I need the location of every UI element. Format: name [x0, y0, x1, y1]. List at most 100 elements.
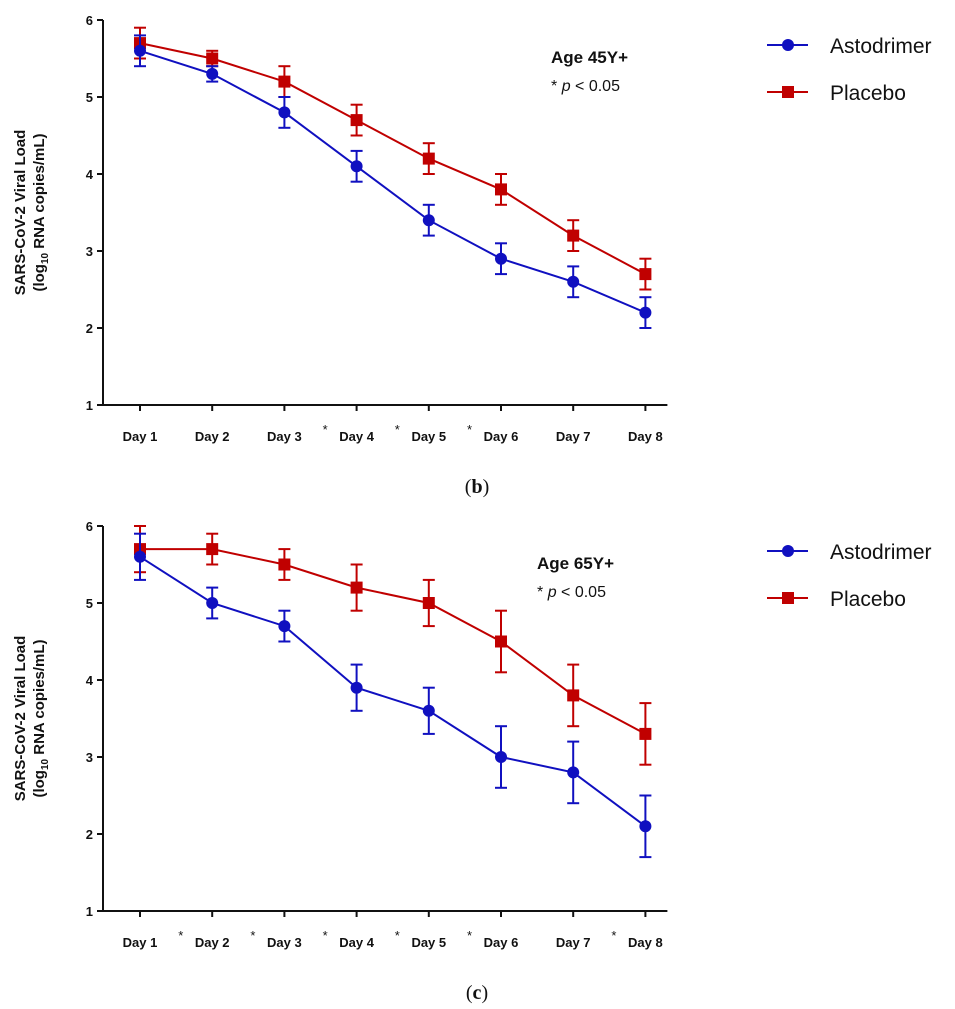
x-tick-label: Day 5	[411, 935, 446, 950]
significance-star: *	[611, 928, 616, 943]
x-tick-label: Day 2	[195, 935, 230, 950]
data-point	[350, 681, 363, 694]
x-tick-label: Day 3	[267, 429, 302, 444]
y-tick-label: 3	[86, 750, 93, 765]
data-point	[278, 558, 291, 571]
y-tick-label: 3	[86, 244, 93, 259]
significance-star: *	[395, 422, 400, 437]
legend-marker	[782, 86, 794, 98]
legend-item-astodrimer: Astodrimer	[767, 35, 932, 58]
data-point	[567, 766, 580, 779]
legend-marker	[782, 39, 794, 51]
y-axis-label: SARS-CoV-2 Viral Load	[12, 130, 29, 296]
legend-label: Astodrimer	[830, 35, 932, 58]
y-tick-label: 2	[86, 321, 93, 336]
data-point	[639, 820, 652, 833]
data-point	[134, 44, 146, 57]
significance-star: *	[178, 928, 183, 943]
annotation-title: Age 45Y+	[551, 48, 628, 67]
legend-label: Astodrimer	[830, 541, 932, 564]
series-astodrimer	[134, 532, 652, 859]
data-point	[495, 183, 507, 196]
series-astodrimer	[134, 34, 652, 329]
data-point	[422, 152, 435, 165]
annotation-title: Age 65Y+	[537, 554, 614, 573]
annotation-pvalue: * p < 0.05	[537, 584, 606, 601]
data-point	[422, 214, 435, 227]
data-point	[350, 160, 363, 173]
legend-marker	[782, 545, 794, 557]
x-tick-label: Day 5	[411, 429, 446, 444]
series-placebo	[134, 525, 652, 766]
y-label-subscript: 10	[40, 252, 51, 264]
data-point	[350, 114, 363, 127]
data-point	[350, 581, 363, 594]
x-tick-label: Day 3	[267, 935, 302, 950]
x-tick-label: Day 2	[195, 429, 230, 444]
caption-paren: )	[481, 982, 488, 1004]
y-label-part: RNA copies/mL)	[31, 133, 48, 252]
chart-panel-c: 1 2 3 4 5 6 Day 1 Day 2 * Day 3 * Day 4 * Day 5 * Day 6…	[12, 519, 932, 1004]
data-point	[639, 268, 652, 281]
y-tick-label: 4	[86, 167, 94, 182]
p-star: *	[537, 584, 543, 601]
legend-label: Placebo	[830, 82, 906, 105]
x-tick-label: Day 1	[123, 935, 158, 950]
y-label-part: (log	[31, 770, 48, 798]
p-threshold: < 0.05	[557, 584, 606, 601]
series-line	[139, 42, 646, 275]
data-point	[134, 550, 146, 563]
y-tick-label: 6	[86, 13, 93, 28]
significance-star: *	[323, 928, 328, 943]
caption-paren: (	[466, 982, 473, 1004]
data-point	[206, 543, 219, 556]
y-tick-label: 1	[86, 904, 93, 919]
legend-item-placebo: Placebo	[767, 82, 906, 105]
p-symbol: p	[547, 584, 557, 601]
significance-star: *	[395, 928, 400, 943]
p-symbol: p	[561, 78, 571, 95]
significance-star: *	[323, 422, 328, 437]
data-point	[567, 229, 580, 242]
x-tick-label: Day 7	[556, 935, 591, 950]
y-tick-label: 2	[86, 827, 93, 842]
panel-caption: (b)	[465, 476, 489, 498]
y-axis-label-units: (log10 RNA copies/mL)	[31, 133, 51, 291]
caption-paren: (	[465, 476, 472, 498]
y-tick-label: 4	[86, 673, 94, 688]
data-point	[639, 727, 652, 740]
data-point	[278, 620, 291, 633]
data-point	[278, 106, 291, 119]
y-axis-label-units: (log10 RNA copies/mL)	[31, 639, 51, 797]
legend-label: Placebo	[830, 588, 906, 611]
data-point	[206, 597, 219, 609]
y-label-subscript: 10	[40, 758, 51, 770]
x-tick-label: Day 1	[123, 429, 158, 444]
p-star: *	[551, 78, 557, 95]
data-point	[422, 704, 435, 717]
caption-paren: )	[483, 476, 490, 498]
data-point	[495, 635, 507, 648]
legend-marker	[782, 592, 794, 604]
x-tick-label: Day 7	[556, 429, 591, 444]
y-tick-label: 6	[86, 519, 93, 534]
y-axis-label: SARS-CoV-2 Viral Load	[12, 636, 29, 802]
panel-caption: (c)	[466, 982, 488, 1004]
data-point	[495, 252, 507, 265]
significance-star: *	[250, 928, 255, 943]
y-label-part: RNA copies/mL)	[31, 639, 48, 758]
data-point	[567, 275, 580, 288]
series-line	[139, 49, 646, 314]
data-point	[206, 67, 219, 80]
x-tick-label: Day 6	[484, 429, 519, 444]
caption-letter: b	[471, 476, 482, 498]
annotation-pvalue: * p < 0.05	[551, 78, 620, 95]
chart-panel-b: 1 2 3 4 5 6 Day 1 Day 2 Day 3 Day 4 * Day 5 * Day 6 * D…	[12, 13, 932, 498]
data-point	[495, 751, 507, 763]
significance-star: *	[467, 928, 472, 943]
x-tick-label: Day 4	[339, 429, 374, 444]
significance-star: *	[467, 422, 472, 437]
series-placebo	[134, 26, 652, 291]
x-tick-label: Day 6	[484, 935, 519, 950]
